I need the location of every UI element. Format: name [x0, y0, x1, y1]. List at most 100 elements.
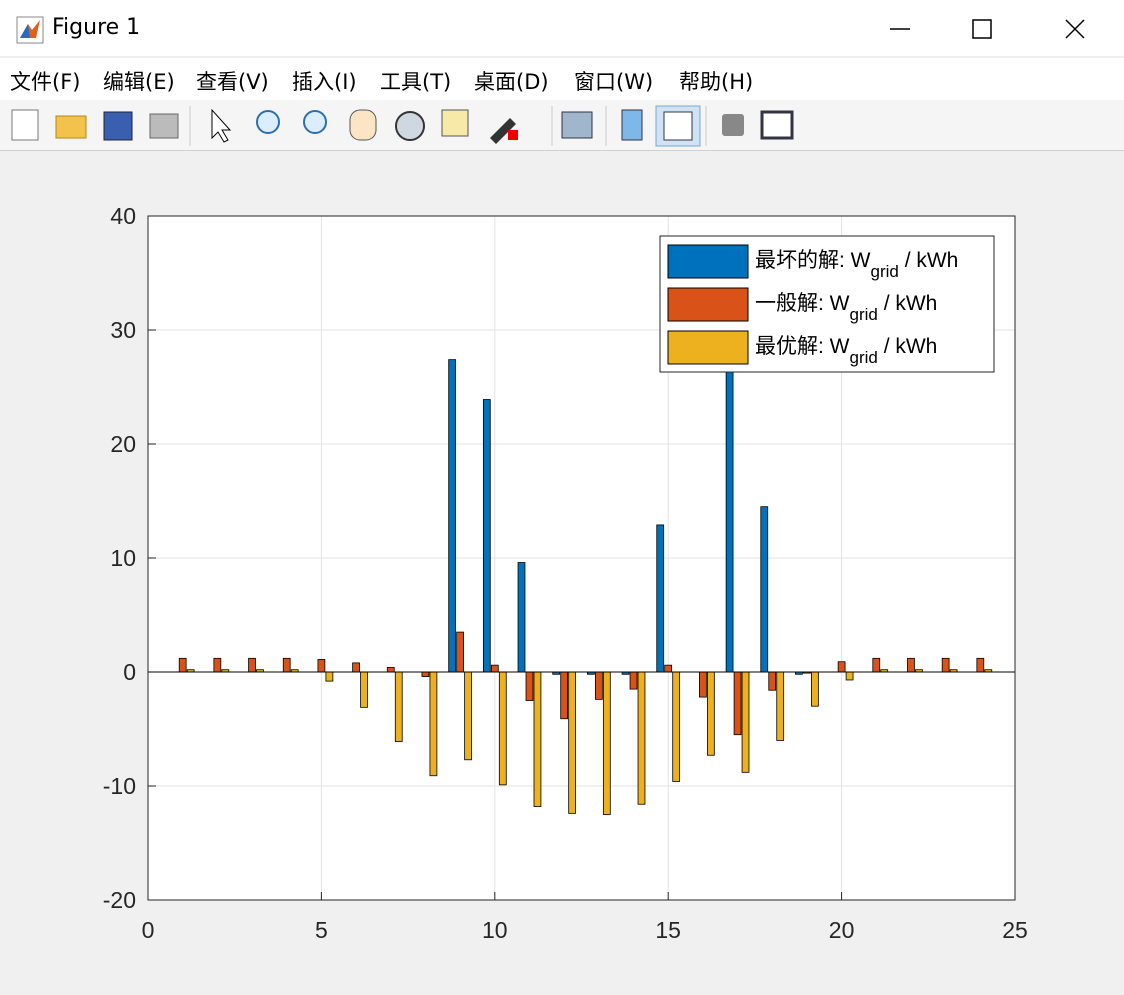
- bar: [533, 671, 542, 807]
- menu-item[interactable]: 编辑(E): [103, 70, 175, 94]
- title-bar: Figure 1: [0, 0, 1124, 56]
- bar: [760, 506, 769, 673]
- x-tick-label: 10: [482, 917, 508, 943]
- bar: [629, 671, 638, 690]
- bar: [845, 671, 854, 681]
- x-tick-label: 5: [315, 917, 328, 943]
- menu-item[interactable]: 插入(I): [292, 70, 357, 94]
- bar: [837, 661, 846, 673]
- bar: [872, 657, 881, 673]
- menu-item[interactable]: 工具(T): [380, 70, 452, 94]
- bar: [429, 671, 438, 777]
- colorbar-icon[interactable]: [621, 109, 643, 141]
- bar: [464, 671, 472, 761]
- bar: [637, 671, 646, 805]
- bar: [672, 671, 681, 782]
- bar: [352, 662, 360, 673]
- rotate-icon[interactable]: [395, 111, 425, 141]
- menu-item[interactable]: 窗口(W): [574, 70, 654, 94]
- maximize-button[interactable]: [972, 19, 992, 39]
- y-tick-label: 20: [110, 431, 136, 457]
- window-controls: [890, 19, 1085, 39]
- axes-box: [147, 215, 1016, 901]
- bar: [482, 399, 491, 673]
- save-icon[interactable]: [103, 111, 133, 141]
- bar: [178, 657, 187, 673]
- legend-label: 一般解: Wgrid / kWh: [755, 292, 937, 324]
- y-tick-label: 30: [110, 317, 136, 343]
- menu-item[interactable]: 桌面(D): [474, 70, 549, 94]
- y-tick-label: 40: [110, 203, 136, 229]
- open-icon[interactable]: [55, 115, 87, 139]
- zoom-out-icon[interactable]: [303, 110, 327, 134]
- bar: [699, 671, 707, 698]
- bar: [360, 671, 368, 708]
- bar: [741, 671, 750, 773]
- toolbar: [0, 100, 1124, 151]
- bar: [394, 671, 403, 742]
- menu-item[interactable]: 查看(V): [196, 70, 269, 94]
- bar: [490, 664, 499, 673]
- app-icon: [16, 16, 44, 44]
- bar: [498, 671, 507, 786]
- close-button[interactable]: [1065, 19, 1085, 39]
- toolbar-icons: [11, 105, 794, 147]
- bar: [248, 657, 256, 673]
- pointer-icon[interactable]: [211, 108, 232, 143]
- bar: [325, 671, 334, 682]
- bar: [768, 671, 777, 691]
- bar: [213, 657, 222, 673]
- bar: [725, 352, 734, 673]
- y-tick-label: 0: [123, 659, 136, 685]
- bar: [811, 671, 819, 707]
- x-tick-label: 0: [142, 917, 155, 943]
- bar: [386, 667, 395, 673]
- bar: [282, 657, 291, 673]
- bar: [560, 671, 569, 720]
- bar: [602, 671, 611, 815]
- bar: [448, 359, 457, 673]
- legend-swatch: [667, 330, 749, 365]
- new-icon[interactable]: [11, 109, 39, 141]
- bar: [517, 562, 526, 673]
- x-tick-label: 15: [655, 917, 681, 943]
- zoom-in-icon[interactable]: [256, 110, 280, 134]
- bar: [941, 657, 950, 673]
- y-tick-label: -20: [103, 887, 136, 913]
- link-icon[interactable]: [561, 111, 593, 139]
- bar: [421, 671, 430, 677]
- hide-icon[interactable]: [722, 114, 744, 136]
- bar: [907, 657, 915, 673]
- bar: [525, 671, 534, 701]
- menu-item[interactable]: 帮助(H): [679, 70, 754, 94]
- dock-icon[interactable]: [760, 110, 794, 140]
- menu-item[interactable]: 文件(F): [10, 70, 81, 94]
- pan-icon[interactable]: [349, 109, 377, 141]
- bar: [664, 664, 673, 673]
- bar: [594, 671, 603, 700]
- datatip-icon[interactable]: [441, 109, 469, 137]
- bar: [733, 671, 742, 736]
- bar: [706, 671, 715, 756]
- x-tick-label: 25: [1002, 917, 1028, 943]
- brush-icon[interactable]: [490, 118, 516, 144]
- legend-label: 最优解: Wgrid / kWh: [755, 335, 937, 367]
- legend-swatch: [667, 287, 749, 322]
- bar: [456, 631, 464, 673]
- y-tick-label: 10: [110, 545, 136, 571]
- x-tick-label: 20: [829, 917, 855, 943]
- window-title: Figure 1: [52, 15, 141, 40]
- print-icon[interactable]: [149, 113, 179, 139]
- legend-swatch: [667, 244, 749, 279]
- legend-label: 最坏的解: Wgrid / kWh: [755, 249, 958, 281]
- bar: [976, 657, 985, 673]
- legend: 最坏的解: Wgrid / kWh 一般解: Wgrid / kWh 最优解: Wg…: [659, 235, 995, 373]
- bar: [656, 524, 665, 673]
- bar: [568, 671, 577, 814]
- menu-bar: 文件(F) 编辑(E) 查看(V) 插入(I) 工具(T) 桌面(D) 窗口(W) 帮助(H): [0, 58, 1124, 100]
- bar: [317, 659, 326, 673]
- bar: [776, 671, 785, 741]
- y-tick-label: -10: [103, 773, 136, 799]
